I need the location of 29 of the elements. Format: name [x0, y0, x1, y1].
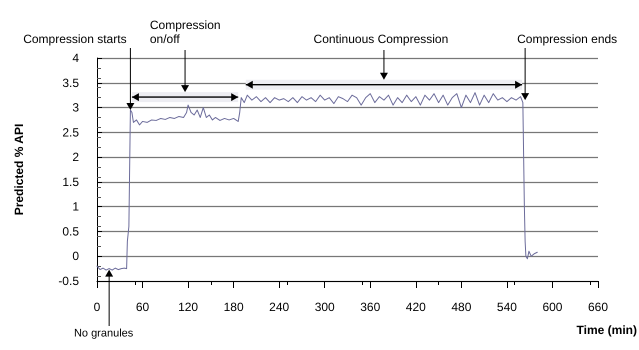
x-tick-label: 120 — [178, 300, 198, 314]
x-tick-label: 540 — [496, 300, 518, 314]
y-tick-label: 3 — [72, 100, 80, 115]
annotation: Compression ends — [517, 32, 618, 46]
x-tick-label: 240 — [269, 300, 290, 314]
x-tick-label: 360 — [360, 300, 381, 314]
y-tick-label: 0.5 — [62, 224, 80, 238]
x-tick-label: 660 — [588, 300, 608, 314]
y-axis-title: Predicted % API — [12, 124, 26, 216]
y-tick-label: 2.5 — [62, 125, 80, 140]
x-tick-label: 600 — [542, 300, 563, 314]
annotation: Compression starts — [23, 32, 127, 46]
x-tick-label: 420 — [406, 300, 426, 314]
y-tick-label: 4 — [72, 51, 80, 65]
x-tick-label: 480 — [451, 300, 472, 314]
x-axis-title: Time (min) — [576, 323, 638, 337]
band-label: Compression on/off — [150, 18, 221, 46]
annotation: No granules — [74, 328, 134, 340]
y-tick-label: 1 — [72, 200, 80, 214]
band-label: Continuous Compression — [314, 32, 448, 46]
x-tick-label: 60 — [136, 300, 150, 314]
x-tick-label: 180 — [224, 300, 244, 314]
y-tick-label: 0 — [72, 249, 80, 264]
y-tick-label: 3.5 — [62, 76, 80, 90]
y-tick-label: 1.5 — [62, 174, 80, 189]
x-tick-label: 300 — [314, 300, 336, 314]
x-tick-label: 0 — [94, 300, 101, 314]
y-tick-label: 2 — [72, 150, 80, 164]
y-tick-label: -0.5 — [58, 274, 80, 288]
